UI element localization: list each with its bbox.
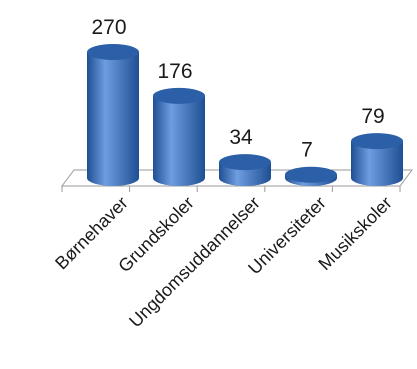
- value-label: 34: [229, 126, 253, 149]
- value-label: 270: [91, 16, 126, 39]
- bar-børnehaver: [87, 44, 139, 186]
- category-labels-group: BørnehaverGrundskolerUngdomsuddannelserU…: [51, 193, 396, 332]
- bar-ungdomsuddannelser: [219, 154, 271, 186]
- bars-group: [87, 44, 403, 186]
- bar-top: [219, 154, 271, 171]
- category-label: Ungdomsuddannelser: [125, 193, 264, 332]
- bar-top: [153, 87, 205, 104]
- bar-musikskoler: [351, 133, 403, 186]
- bar-top: [285, 166, 337, 183]
- bar-top: [87, 44, 139, 60]
- bar-universiteter: [285, 166, 337, 186]
- bar-body: [351, 141, 403, 186]
- bar-grundskoler: [153, 87, 205, 186]
- value-label: 7: [301, 139, 313, 162]
- value-label: 79: [361, 105, 384, 128]
- value-labels-group: 270 176 34 7 79: [91, 16, 384, 162]
- bar-body: [153, 95, 205, 186]
- bar-body: [87, 52, 139, 186]
- bar-top: [351, 133, 403, 150]
- value-label: 176: [157, 60, 192, 83]
